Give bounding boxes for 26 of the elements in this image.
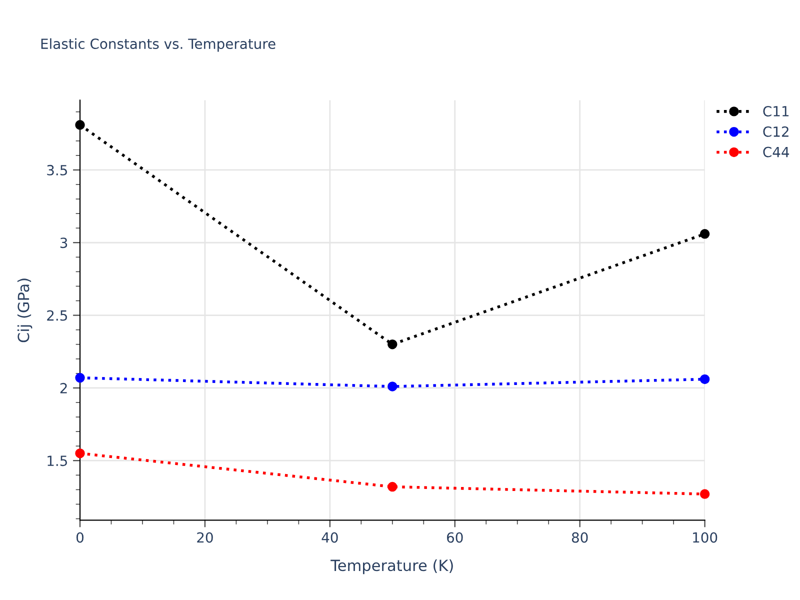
point	[75, 120, 85, 130]
legend-label: C11	[763, 106, 789, 117]
legend-label: C12	[763, 126, 788, 137]
y-tick-label: 2	[60, 382, 67, 394]
point	[388, 339, 398, 350]
x-axis-title: Temperature (K)	[330, 559, 453, 574]
legend-label: C44	[763, 146, 790, 158]
y-tick-label: 3.5	[47, 164, 67, 176]
point	[700, 229, 710, 239]
point	[388, 482, 398, 492]
x-tick-label: 100	[693, 532, 718, 543]
point	[700, 374, 710, 384]
x-tick-label: 80	[572, 532, 588, 543]
x-tick-label: 0	[76, 532, 84, 543]
point	[75, 448, 85, 458]
y-tick-label: 3	[60, 238, 68, 248]
x-tick-label: 40	[322, 532, 338, 543]
chart-title: Elastic Constants vs. Temperature	[41, 38, 276, 52]
x-tick-label: 60	[447, 532, 463, 543]
point	[75, 372, 85, 383]
y-tick-label: 1.5	[48, 456, 67, 466]
y-axis-title: Cij (GPa)	[17, 278, 32, 342]
x-tick-label: 20	[197, 532, 213, 543]
y-tick-label: 2.5	[47, 310, 67, 321]
point	[388, 382, 398, 392]
point	[700, 489, 710, 499]
